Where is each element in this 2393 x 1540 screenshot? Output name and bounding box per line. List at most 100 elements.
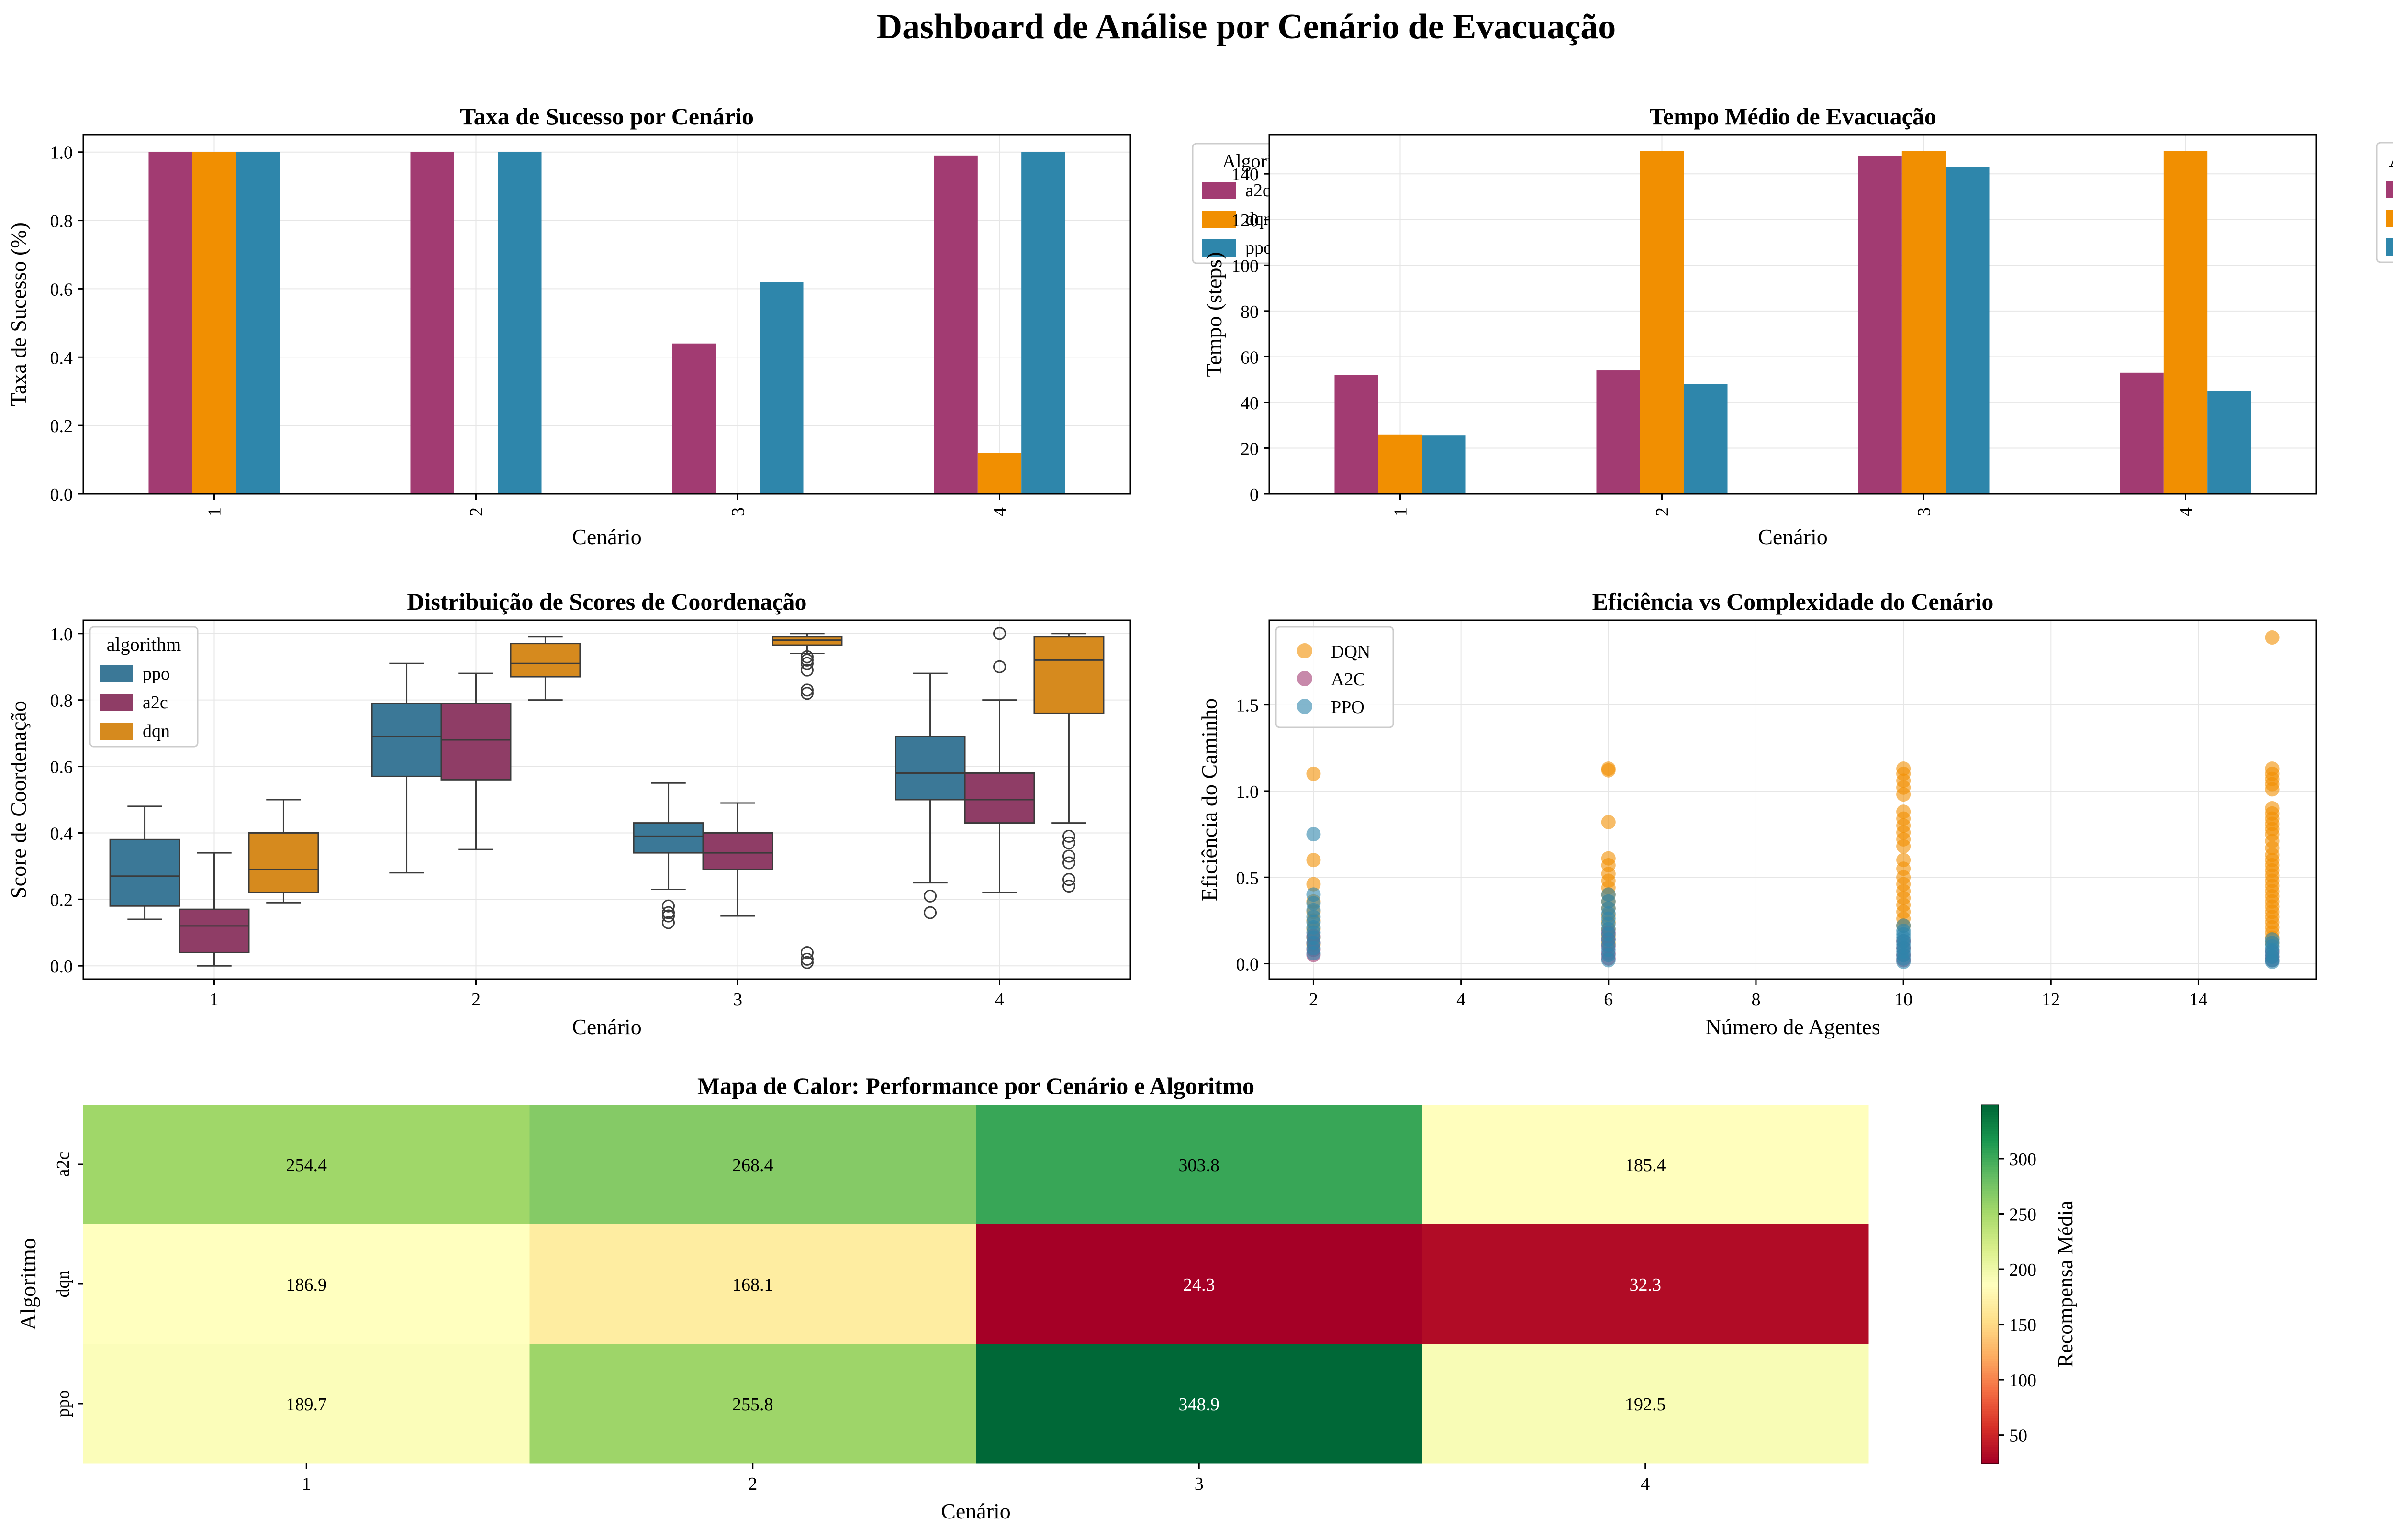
box-ppo bbox=[895, 736, 966, 801]
box-dqn bbox=[772, 636, 843, 646]
legend-swatch bbox=[1202, 182, 1236, 199]
colorbar-segment bbox=[1981, 1411, 1999, 1414]
colorbar-segment bbox=[1981, 1239, 1999, 1241]
colorbar-segment bbox=[1981, 1236, 1999, 1239]
colorbar-segment bbox=[1981, 1301, 1999, 1304]
colorbar-segment bbox=[1981, 1401, 1999, 1404]
heatmap-cell bbox=[529, 1105, 976, 1225]
y-tick-label: 80 bbox=[1241, 302, 1259, 322]
bar-dqn bbox=[1901, 151, 1946, 494]
colorbar-segment bbox=[1981, 1442, 1999, 1445]
colorbar-segment bbox=[1981, 1289, 1999, 1292]
colorbar-segment bbox=[1981, 1389, 1999, 1392]
colorbar-segment bbox=[1981, 1291, 1999, 1294]
y-tick-label: 120 bbox=[1231, 211, 1259, 231]
box-ppo bbox=[109, 838, 180, 907]
y-tick-label: 1.0 bbox=[50, 143, 73, 163]
colorbar-segment bbox=[1981, 1152, 1999, 1155]
colorbar-segment bbox=[1981, 1353, 1999, 1356]
outlier-point bbox=[800, 946, 814, 959]
colorbar-segment bbox=[1981, 1317, 1999, 1320]
colorbar-segment bbox=[1981, 1243, 1999, 1246]
x-tick-label: 1 bbox=[1391, 507, 1411, 516]
colorbar-segment bbox=[1981, 1188, 1999, 1191]
efficiency-title: Eficiência vs Complexidade do Cenário bbox=[1592, 588, 1994, 615]
outlier-point bbox=[662, 899, 675, 913]
efficiency-xlabel: Número de Agentes bbox=[1705, 1015, 1880, 1039]
colorbar-segment bbox=[1981, 1310, 1999, 1313]
colorbar-segment bbox=[1981, 1461, 1999, 1464]
colorbar-segment bbox=[1981, 1260, 1999, 1263]
efficiency-frame bbox=[1268, 619, 2317, 980]
x-tick-label: 3 bbox=[728, 507, 749, 516]
bar-a2c bbox=[672, 343, 716, 494]
point-ppo bbox=[2265, 954, 2280, 969]
colorbar-segment bbox=[1981, 1308, 1999, 1311]
colorbar-segment bbox=[1981, 1234, 1999, 1237]
colorbar-segment bbox=[1981, 1121, 1999, 1124]
y-tick-label: ppo bbox=[53, 1390, 73, 1417]
bar-dqn bbox=[192, 152, 236, 494]
colorbar-segment bbox=[1981, 1375, 1999, 1378]
box-a2c bbox=[179, 908, 250, 953]
x-tick-label: 2 bbox=[1309, 990, 1318, 1010]
y-tick-label: 0.4 bbox=[50, 348, 73, 368]
colorbar-segment bbox=[1981, 1274, 1999, 1277]
colorbar-segment bbox=[1981, 1150, 1999, 1153]
outlier-point bbox=[1062, 880, 1075, 893]
colorbar-segment bbox=[1981, 1167, 1999, 1170]
coord-chart: 0.0 0.2 0.4 0.6 0.8 1.0 1 2 3 4 Distribuição de Sc… bbox=[6, 588, 1130, 1039]
heatmap-cell bbox=[976, 1105, 1422, 1225]
colorbar-segment bbox=[1981, 1440, 1999, 1442]
point-dqn bbox=[2265, 782, 2280, 797]
heatmap-cell bbox=[976, 1344, 1422, 1464]
heatmap-cell-label: 268.4 bbox=[732, 1155, 773, 1175]
colorbar-segment bbox=[1981, 1451, 1999, 1454]
box-dqn bbox=[510, 643, 581, 678]
heatmap-cell-label: 186.9 bbox=[286, 1275, 327, 1295]
colorbar-segment bbox=[1981, 1303, 1999, 1306]
point-dqn bbox=[2265, 630, 2280, 645]
legend-label: dqn bbox=[143, 721, 170, 741]
bar-dqn bbox=[1378, 434, 1422, 494]
point-dqn bbox=[1306, 853, 1321, 868]
outlier-point bbox=[1062, 873, 1075, 886]
colorbar-segment bbox=[1981, 1246, 1999, 1249]
colorbar-segment bbox=[1981, 1181, 1999, 1184]
colorbar-segment bbox=[1981, 1241, 1999, 1244]
colorbar-segment bbox=[1981, 1222, 1999, 1225]
y-tick-label: a2c bbox=[53, 1152, 73, 1177]
x-tick-label: 2 bbox=[467, 507, 487, 516]
coord-ylabel: Score de Coordenação bbox=[6, 701, 31, 899]
x-tick-label: 1 bbox=[302, 1474, 311, 1494]
bar-ppo bbox=[1684, 384, 1728, 494]
y-tick-label: 0.8 bbox=[50, 691, 73, 711]
heatmap-cell bbox=[529, 1224, 976, 1344]
x-tick-label: 10 bbox=[1894, 990, 1912, 1010]
heatmap-ylabel: Algoritmo bbox=[16, 1238, 40, 1330]
colorbar-segment bbox=[1981, 1160, 1999, 1162]
colorbar-segment bbox=[1981, 1384, 1999, 1387]
bar-a2c bbox=[1334, 375, 1378, 494]
colorbar-segment bbox=[1981, 1394, 1999, 1397]
colorbar-segment bbox=[1981, 1250, 1999, 1253]
success-ylabel: Taxa de Sucesso (%) bbox=[6, 223, 31, 406]
legend-swatch bbox=[2386, 210, 2393, 227]
colorbar-segment bbox=[1981, 1203, 1999, 1205]
outlier-point bbox=[1062, 836, 1075, 849]
outlier-point bbox=[800, 687, 814, 700]
colorbar-segment bbox=[1981, 1430, 1999, 1433]
colorbar-segment bbox=[1981, 1358, 1999, 1361]
colorbar-segment bbox=[1981, 1270, 1999, 1272]
point-ppo bbox=[1306, 827, 1321, 842]
outlier-point bbox=[924, 906, 937, 919]
outlier-point bbox=[662, 916, 675, 929]
colorbar-segment bbox=[1981, 1428, 1999, 1430]
outlier-point bbox=[662, 906, 675, 919]
colorbar-segment bbox=[1981, 1392, 1999, 1395]
outlier-point bbox=[993, 660, 1006, 673]
y-tick-label: 0.8 bbox=[50, 212, 73, 232]
colorbar-segment bbox=[1981, 1282, 1999, 1284]
colorbar-segment bbox=[1981, 1377, 1999, 1380]
